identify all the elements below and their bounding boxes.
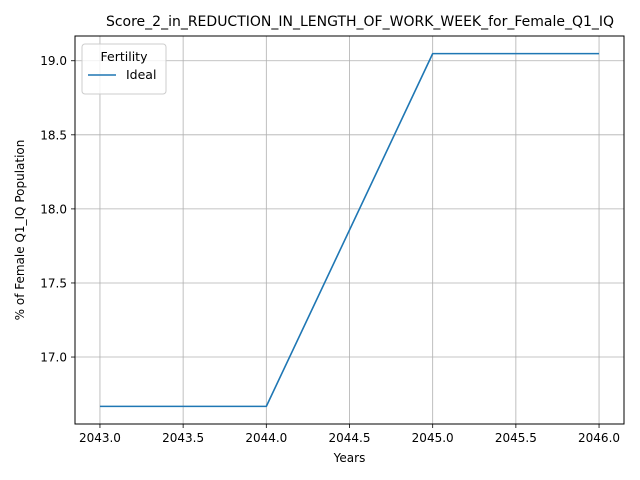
x-axis: 2043.0 2043.5 2044.0 2044.5 2045.0 2045.5 2046… — [79, 424, 620, 445]
legend: Fertility Ideal — [81, 43, 167, 95]
y-tick-label: 17.0 — [40, 351, 67, 365]
series-layer — [99, 52, 600, 408]
x-tick-label: 2044.5 — [329, 431, 371, 445]
chart-title: Score_2_in_REDUCTION_IN_LENGTH_OF_WORK_W… — [106, 14, 614, 30]
legend-label: Ideal — [126, 67, 156, 82]
x-tick-label: 2046.0 — [578, 431, 620, 445]
x-tick-label: 2045.5 — [495, 431, 537, 445]
legend-box — [81, 43, 167, 95]
y-tick-label: 18.0 — [40, 202, 67, 216]
x-tick-label: 2043.5 — [162, 431, 204, 445]
legend-entries: Ideal — [88, 67, 156, 82]
y-tick-label: 18.5 — [40, 128, 67, 142]
y-axis: 17.0 17.5 18.0 18.5 19.0 — [40, 54, 75, 365]
series-line-ideal — [99, 52, 600, 408]
y-axis-label: % of Female Q1_IQ Population — [13, 140, 27, 321]
y-tick-label: 17.5 — [40, 276, 67, 290]
x-axis-label: Years — [333, 451, 366, 465]
legend-title: Fertility — [101, 49, 149, 64]
x-tick-label: 2043.0 — [79, 431, 121, 445]
x-tick-label: 2044.0 — [245, 431, 287, 445]
y-tick-label: 19.0 — [40, 54, 67, 68]
x-tick-label: 2045.0 — [412, 431, 454, 445]
